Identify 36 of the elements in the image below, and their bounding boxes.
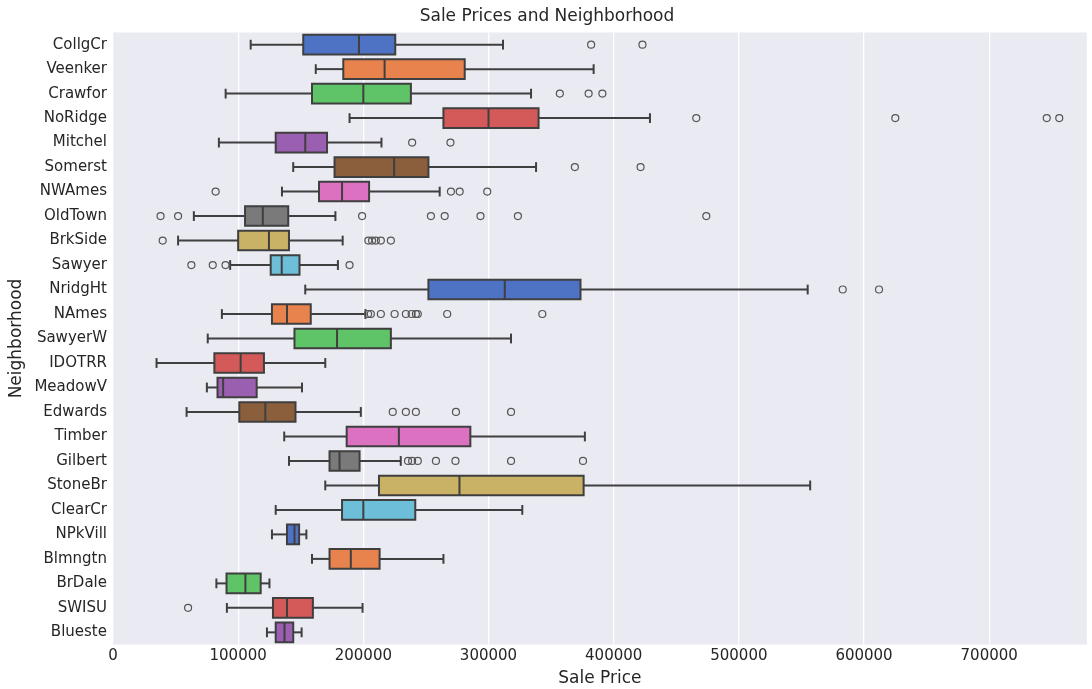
y-tick-label: BrDale: [56, 573, 107, 592]
y-tick-label: Edwards: [43, 401, 108, 420]
y-tick-label: OldTown: [43, 205, 107, 224]
y-tick-label: Somerst: [44, 156, 108, 175]
chart-title: Sale Prices and Neighborhood: [419, 4, 675, 25]
x-axis-title: Sale Price: [558, 667, 642, 688]
y-tick-label: Blmngtn: [43, 548, 107, 567]
x-tick-label: 500000: [710, 646, 768, 665]
y-tick-label: SWISU: [57, 597, 107, 616]
y-tick-label: NWAmes: [39, 181, 108, 200]
y-tick-label: Mitchel: [52, 132, 107, 151]
y-tick-label: StoneBr: [47, 475, 108, 494]
y-tick-label: MeadowV: [34, 377, 108, 396]
x-tick-label: 0: [108, 646, 118, 665]
y-tick-label: Gilbert: [56, 450, 108, 469]
x-tick-label: 700000: [960, 646, 1018, 665]
y-tick-label: Crawfor: [48, 83, 108, 102]
y-tick-label: NPkVill: [55, 524, 107, 543]
y-tick-label: IDOTRR: [49, 352, 107, 371]
y-tick-label: CollgCr: [52, 34, 108, 53]
y-tick-label: Blueste: [50, 622, 107, 641]
y-tick-label: Timber: [53, 426, 108, 445]
x-tick-label: 300000: [459, 646, 518, 665]
y-tick-label: Veenker: [46, 59, 108, 78]
y-tick-label: SawyerW: [36, 328, 108, 347]
y-tick-label: BrkSide: [49, 230, 107, 249]
x-tick-label: 200000: [334, 646, 392, 665]
y-tick-label: NoRidge: [43, 108, 107, 126]
y-tick-label: NAmes: [53, 303, 108, 322]
y-axis-title: Neighborhood: [4, 278, 25, 399]
y-tick-label: NridgHt: [49, 279, 108, 298]
x-tick-label: 400000: [585, 646, 643, 665]
x-tick-label: 600000: [835, 646, 893, 665]
y-tick-label: Sawyer: [51, 254, 108, 273]
x-tick-label: 100000: [209, 646, 267, 665]
y-tick-label: ClearCr: [51, 499, 108, 518]
